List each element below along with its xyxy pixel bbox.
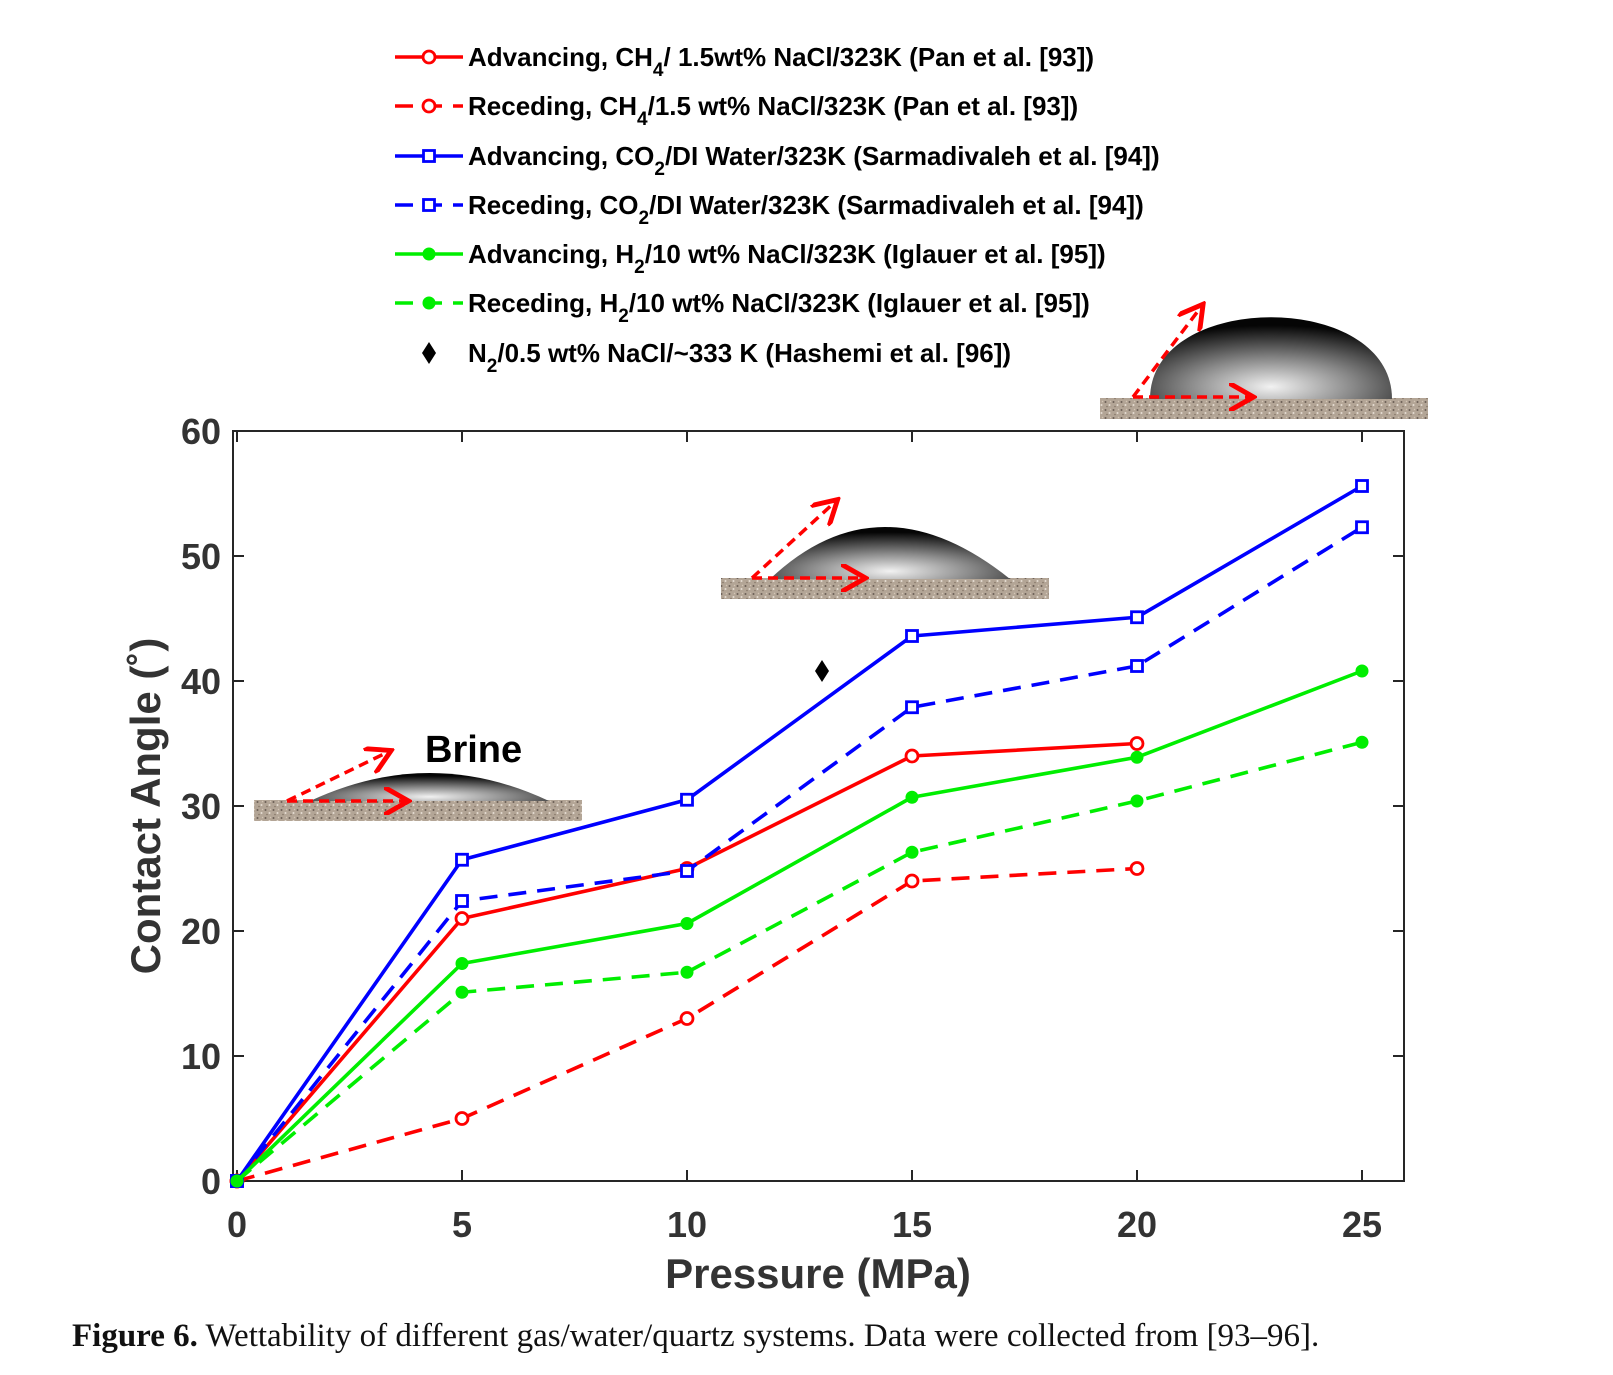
legend-swatch-marker xyxy=(422,198,436,212)
droplet-illustration-mid xyxy=(721,502,1049,599)
y-tick-label: 40 xyxy=(181,661,221,702)
legend-label: Receding, H2/10 wt% NaCl/323K (Iglauer e… xyxy=(468,288,1090,327)
legend-label: Advancing, CO2/DI Water/323K (Sarmadival… xyxy=(468,141,1160,180)
data-point xyxy=(1355,479,1369,493)
legend-entry: Advancing, H2/10 wt% NaCl/323K (Iglauer … xyxy=(395,239,1106,278)
tick-labels: 0 5 10 15 20 25 0 10 20 30 40 50 60 xyxy=(181,411,1382,1245)
legend-swatch-marker xyxy=(422,149,436,163)
data-point xyxy=(455,894,469,908)
data-point xyxy=(680,965,694,979)
data-point xyxy=(454,911,470,926)
data-point xyxy=(1130,659,1144,673)
y-axis-label: Contact Angle (˚) xyxy=(122,638,169,975)
data-point xyxy=(1130,750,1144,764)
data-point xyxy=(1355,664,1369,678)
series-4 xyxy=(230,664,1369,1188)
data-point xyxy=(230,1174,244,1188)
y-tick-label: 10 xyxy=(181,1036,221,1077)
y-tick-label: 20 xyxy=(181,911,221,952)
data-point xyxy=(455,852,469,867)
legend-swatch-marker xyxy=(421,49,437,65)
data-point xyxy=(904,748,920,764)
data-point xyxy=(1129,736,1145,751)
data-point xyxy=(904,873,920,889)
data-point xyxy=(680,917,694,930)
series-6 xyxy=(815,660,829,682)
legend-swatch-marker xyxy=(422,247,436,261)
legend-label: Advancing, CH4/ 1.5wt% NaCl/323K (Pan et… xyxy=(468,42,1094,81)
legend-label: Receding, CH4/1.5 wt% NaCl/323K (Pan et … xyxy=(468,91,1078,130)
series-line xyxy=(235,740,1363,1183)
data-point xyxy=(455,985,469,999)
data-point xyxy=(905,845,919,859)
data-point xyxy=(905,700,919,715)
data-point xyxy=(680,864,694,878)
axis-ticks xyxy=(233,430,1404,1182)
data-point xyxy=(1130,794,1144,808)
series-5 xyxy=(230,735,1369,1188)
caption-label: Figure 6. xyxy=(72,1318,198,1354)
legend-label: N2/0.5 wt% NaCl/~333 K (Hashemi et al. [… xyxy=(468,338,1011,377)
legend-entry: Receding, H2/10 wt% NaCl/323K (Iglauer e… xyxy=(395,288,1090,327)
series-3 xyxy=(230,520,1369,1188)
droplet-illustration-high xyxy=(1100,307,1428,419)
data-point xyxy=(1355,520,1369,535)
x-tick-label: 0 xyxy=(227,1204,247,1245)
series-line xyxy=(235,484,1363,1183)
brine-label: Brine xyxy=(425,729,522,771)
data-point xyxy=(454,1111,470,1126)
y-tick-label: 60 xyxy=(181,411,221,452)
legend-entry: N2/0.5 wt% NaCl/~333 K (Hashemi et al. [… xyxy=(422,338,1011,377)
data-point xyxy=(1129,861,1145,876)
legend-entry: Advancing, CO2/DI Water/323K (Sarmadival… xyxy=(395,141,1160,180)
legend-swatch-marker xyxy=(422,342,436,364)
data-point xyxy=(1130,610,1144,625)
x-tick-label: 15 xyxy=(892,1204,932,1245)
data-point xyxy=(905,790,919,804)
y-tick-label: 50 xyxy=(181,536,221,577)
data-point xyxy=(679,1011,695,1026)
figure-caption: Figure 6. Wettability of different gas/w… xyxy=(72,1318,1319,1355)
y-tick-label: 30 xyxy=(181,786,221,827)
legend-entry: Advancing, CH4/ 1.5wt% NaCl/323K (Pan et… xyxy=(395,42,1094,81)
series-line xyxy=(235,525,1363,1183)
x-axis-label: Pressure (MPa) xyxy=(665,1250,971,1297)
data-point xyxy=(455,957,469,970)
legend-entry: Receding, CH4/1.5 wt% NaCl/323K (Pan et … xyxy=(395,91,1078,130)
data-point xyxy=(905,629,919,643)
caption-text: Wettability of different gas/water/quart… xyxy=(197,1318,1320,1354)
legend: Advancing, CH4/ 1.5wt% NaCl/323K (Pan et… xyxy=(395,42,1160,377)
x-tick-label: 25 xyxy=(1342,1204,1382,1245)
legend-label: Receding, CO2/DI Water/323K (Sarmadivale… xyxy=(468,190,1144,229)
x-tick-label: 10 xyxy=(667,1204,707,1245)
y-tick-label: 0 xyxy=(201,1161,221,1202)
legend-entry: Receding, CO2/DI Water/323K (Sarmadivale… xyxy=(395,190,1144,229)
series-line xyxy=(235,669,1363,1183)
data-point xyxy=(680,792,694,807)
legend-swatch-marker xyxy=(421,98,437,114)
series-1 xyxy=(229,861,1145,1189)
x-tick-label: 5 xyxy=(452,1204,472,1245)
x-tick-label: 20 xyxy=(1117,1204,1157,1245)
data-point xyxy=(1355,735,1369,749)
droplet-illustration-low: Brine xyxy=(254,729,582,821)
series-layer xyxy=(229,479,1369,1189)
data-point xyxy=(815,660,829,682)
legend-swatch-marker xyxy=(422,296,436,310)
legend-label: Advancing, H2/10 wt% NaCl/323K (Iglauer … xyxy=(468,239,1106,278)
